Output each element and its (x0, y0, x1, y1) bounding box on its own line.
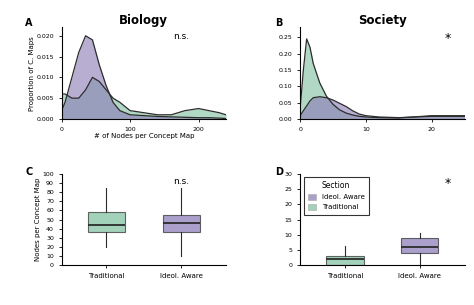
Text: B: B (275, 18, 283, 28)
Text: *: * (445, 177, 451, 190)
PathPatch shape (401, 238, 438, 253)
Text: D: D (275, 167, 283, 177)
Y-axis label: Nodes per Concept Map: Nodes per Concept Map (35, 178, 41, 261)
PathPatch shape (163, 215, 200, 232)
Text: n.s.: n.s. (173, 32, 190, 41)
Y-axis label: Proportion of C. Maps: Proportion of C. Maps (29, 36, 35, 111)
Title: Society: Society (358, 14, 407, 27)
Text: A: A (26, 18, 33, 28)
Text: n.s.: n.s. (173, 177, 190, 186)
PathPatch shape (326, 256, 364, 265)
Text: *: * (445, 32, 451, 45)
Text: C: C (26, 167, 33, 177)
X-axis label: # of Nodes per Concept Map: # of Nodes per Concept Map (93, 133, 194, 139)
Legend: Ideol. Aware, Traditional: Ideol. Aware, Traditional (303, 177, 369, 215)
Title: Biology: Biology (119, 14, 168, 27)
PathPatch shape (88, 212, 125, 232)
